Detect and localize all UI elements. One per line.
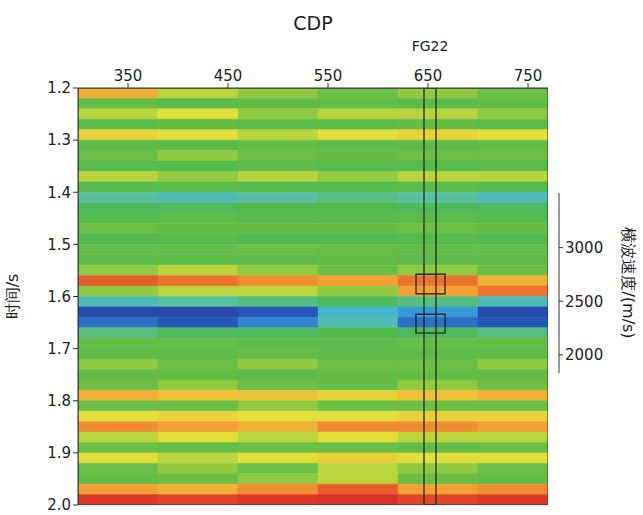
svg-text:350: 350	[114, 67, 143, 85]
html-text:CDP: CDP	[293, 12, 333, 34]
svg-text:时间/s: 时间/s	[3, 274, 22, 320]
svg-text:2.0: 2.0	[47, 496, 71, 514]
svg-text:1.6: 1.6	[47, 288, 71, 306]
html-text:横波速度/(m/s): 横波速度/(m/s)	[619, 227, 638, 339]
html-text:FG22: FG22	[411, 38, 449, 54]
svg-text:1.5: 1.5	[47, 236, 71, 254]
svg-text:1.7: 1.7	[47, 340, 71, 358]
svg-text:3000: 3000	[565, 239, 603, 257]
svg-text:1.9: 1.9	[47, 444, 71, 462]
svg-text:550: 550	[314, 67, 343, 85]
svg-text:750: 750	[514, 67, 543, 85]
svg-text:650: 650	[414, 67, 443, 85]
svg-text:450: 450	[214, 67, 243, 85]
svg-text:1.2: 1.2	[47, 79, 71, 97]
svg-text:1.3: 1.3	[47, 131, 71, 149]
svg-text:1.4: 1.4	[47, 184, 71, 202]
svg-text:2500: 2500	[565, 293, 603, 311]
svg-text:1.8: 1.8	[47, 392, 71, 410]
svg-text:2000: 2000	[565, 346, 603, 364]
